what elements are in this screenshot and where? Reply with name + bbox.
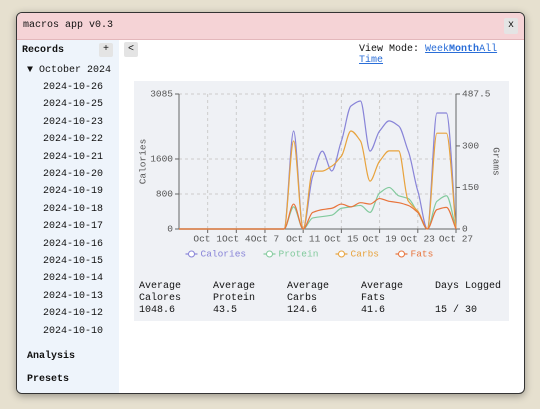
y-tick-label: 0 [167,224,173,235]
add-button[interactable]: + [99,43,113,57]
legend-swatch [398,250,405,258]
y2-tick-label: 487.5 [462,89,491,100]
stat-value: 41.6 [361,305,386,316]
chart: 0 800 1600 3085 0 150 300 487.5 Oct 1 Oct 4 Oct 7 O… [138,89,502,260]
date-link[interactable]: 2024-10-19 [43,186,104,198]
date-link[interactable]: 2024-10-25 [43,99,104,111]
stat-header: Average Fats [361,281,404,304]
date-link[interactable]: 2024-10-18 [43,203,104,215]
legend-label: Fats [411,249,434,260]
y-tick-label: 3085 [150,89,173,100]
legend-label: Protein [279,249,319,260]
records-heading: Records [22,45,65,56]
stat-header: Average Protein [213,281,256,304]
date-link[interactable]: 2024-10-16 [43,238,104,250]
x-tick-label: Oct 7 [251,234,280,245]
date-link[interactable]: 2024-10-15 [43,256,104,267]
x-tick-label: Oct 11 [286,234,321,245]
stat-value: 1048.6 [139,305,176,316]
date-link[interactable]: 2024-10-13 [43,290,104,302]
legend-swatch [338,250,345,258]
stat-header: Days Logged [435,281,502,292]
date-link[interactable]: 2024-10-10 [43,325,104,337]
date-link[interactable]: 2024-10-14 [43,273,104,285]
x-tick-label: Oct 15 [324,234,359,245]
date-link[interactable]: 2024-10-26 [43,82,104,93]
y2-tick-label: 300 [462,140,479,151]
close-button[interactable]: x [504,18,518,34]
x-tick-label: Oct 1 [193,234,222,245]
date-link[interactable]: 2024-10-17 [43,221,104,233]
nav-link[interactable]: Presets [27,374,70,385]
month-toggle[interactable]: ▼ October 2024 [27,65,112,76]
x-tick-label: Oct 23 [401,234,436,245]
view-mode-option[interactable]: Week [425,44,450,55]
legend-swatch [188,250,195,258]
y2-tick-label: 0 [462,224,468,235]
window-title: macros app v0.3 [23,20,114,31]
title-bar: macros app v0.3 x [17,13,524,40]
y-axis-title: Calories [138,139,149,185]
back-button[interactable]: < [124,42,138,57]
sidebar: Records + ▼ October 2024 2024-10-26 2024-… [17,40,119,393]
y-tick-label: 800 [156,189,173,200]
stat-value: 124.6 [287,305,318,316]
view-mode-option[interactable]: All Time [359,44,498,66]
legend-swatch [266,250,273,258]
date-link[interactable]: 2024-10-12 [43,308,104,320]
date-link[interactable]: 2024-10-23 [43,116,104,128]
x-tick-label: Oct 27 [439,234,473,245]
line [179,197,457,230]
view-mode-option[interactable]: Month [449,44,480,55]
x-tick-label: Oct 4 [222,234,251,245]
chart-panel: 0 800 1600 3085 0 150 300 487.5 Oct 1 Oct 4 Oct 7 O… [134,81,509,321]
stat-value: 43.5 [213,305,238,316]
stat-header: Average Calores [139,281,182,304]
app-window: macros app v0.3 x Records + ▼ October 20… [16,12,525,394]
y2-tick-label: 150 [462,182,479,193]
legend-label: Calories [201,249,247,260]
view-mode: View Mode: WeekMonthAll Time [359,44,524,66]
view-mode-label: View Mode: [359,44,420,55]
nav-link[interactable]: Analysis [27,351,76,362]
date-link[interactable]: 2024-10-21 [43,151,104,163]
date-link[interactable]: 2024-10-22 [43,134,104,146]
date-link[interactable]: 2024-10-20 [43,169,104,180]
y2-axis-title: Grams [490,147,501,176]
y-tick-label: 1600 [150,153,173,164]
stat-header: Average Carbs [287,281,330,304]
stat-value: 15 / 30 [435,305,478,316]
legend-label: Carbs [351,249,380,260]
x-tick-label: Oct 19 [362,234,397,245]
